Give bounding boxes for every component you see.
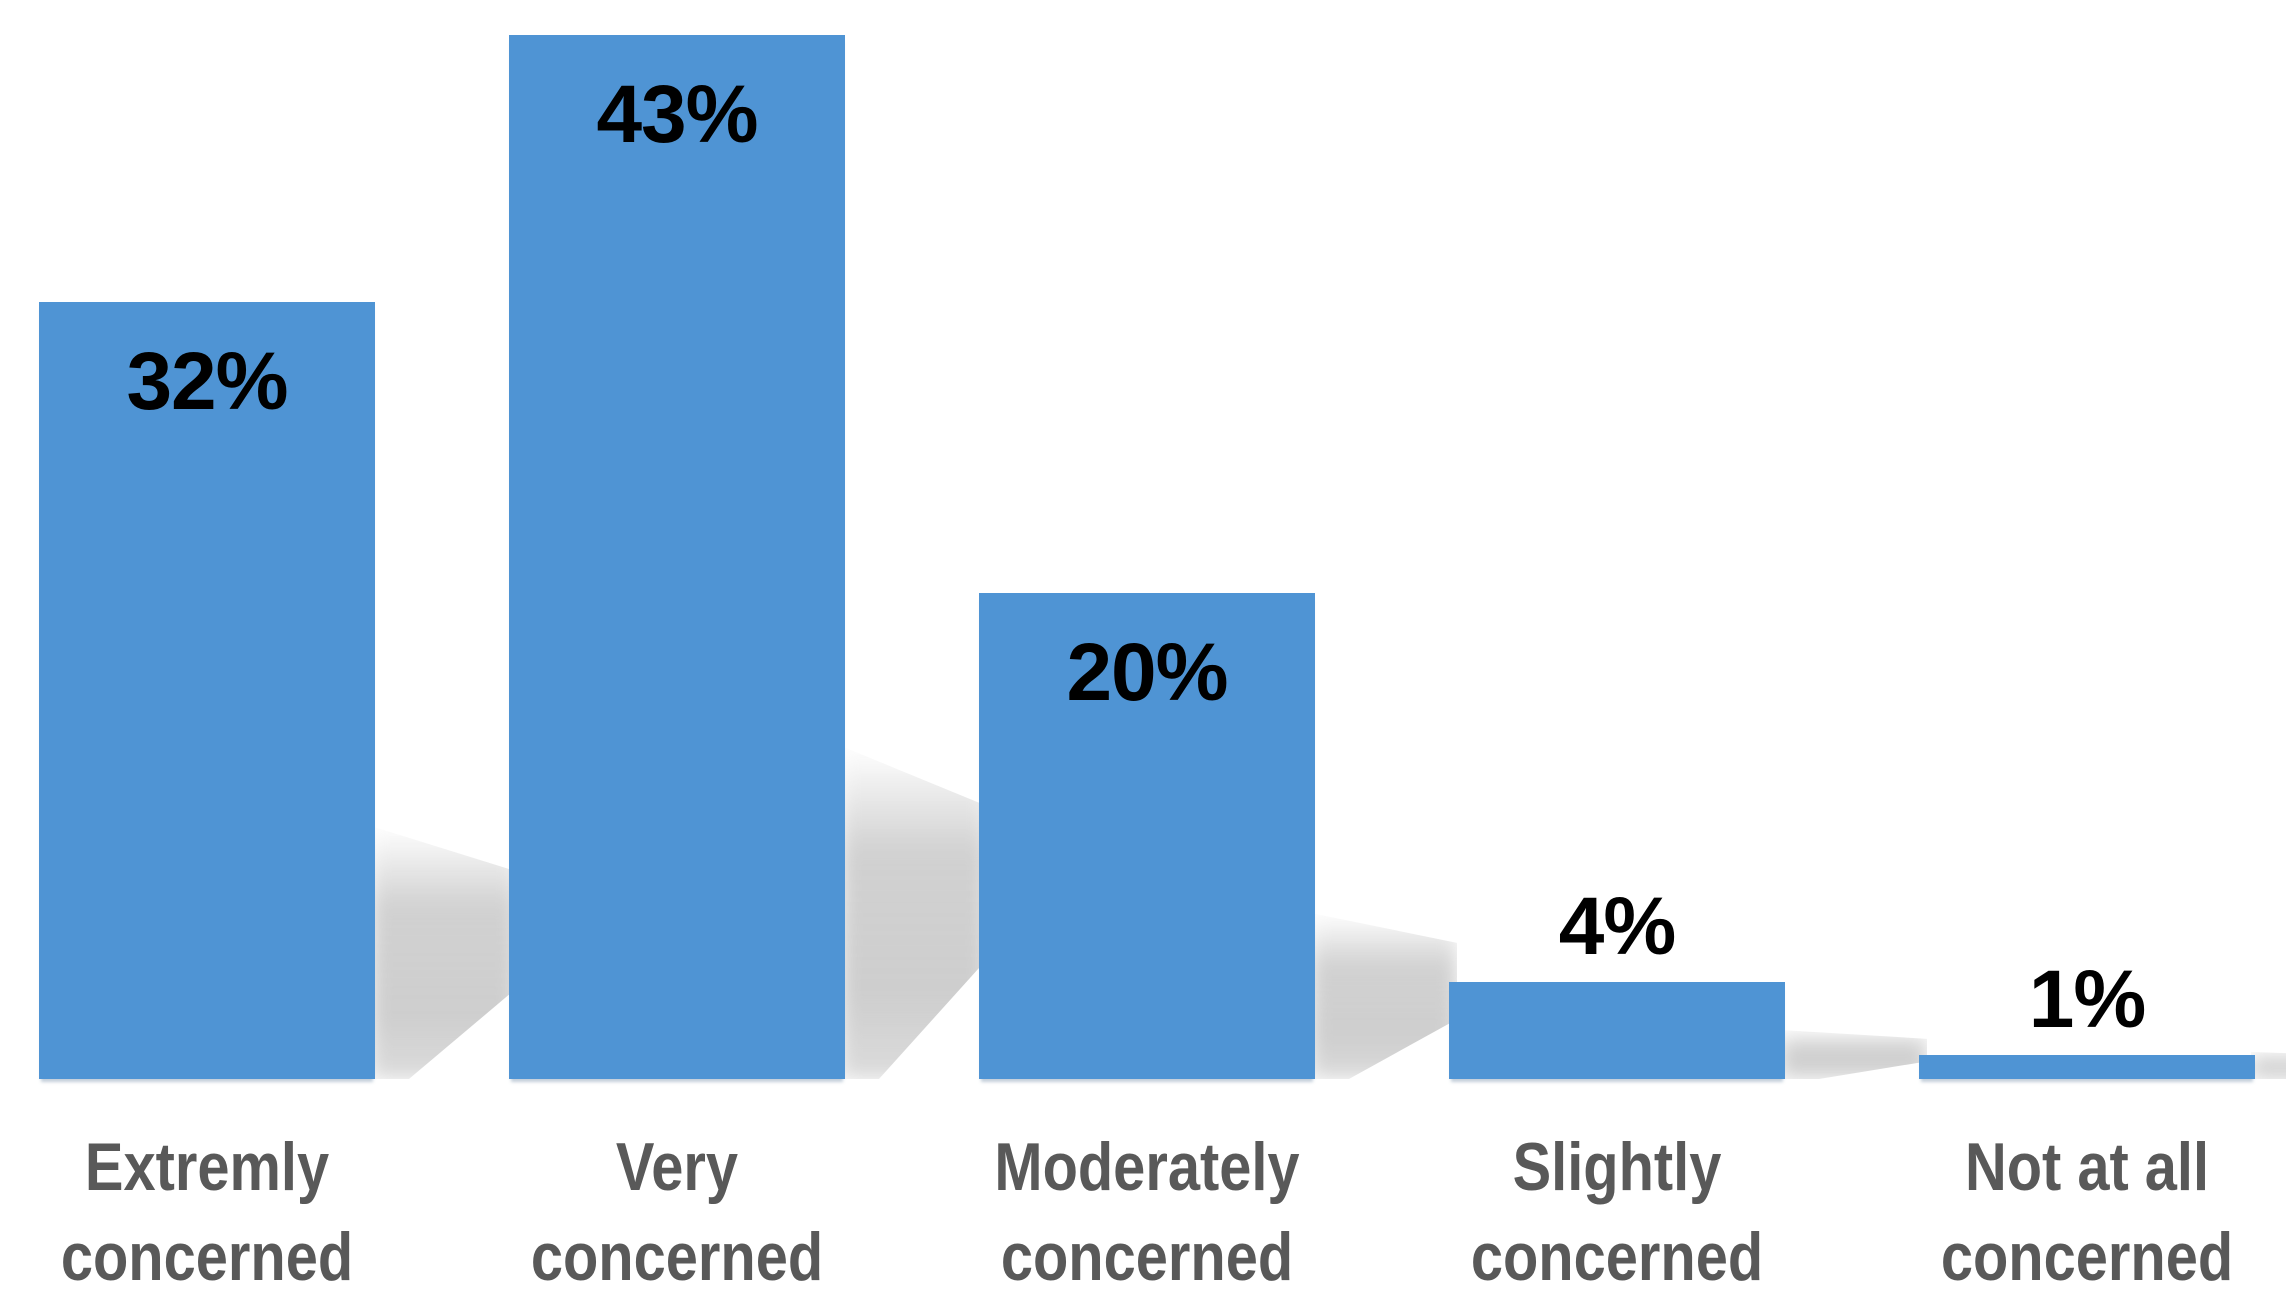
category-label-line: concerned <box>60 1219 354 1295</box>
bar-perspective-shadow <box>1781 1030 1927 1079</box>
bar-value-label: 43% <box>596 69 758 160</box>
category-label-line: Very <box>615 1129 739 1205</box>
category-label: Moderately concerned <box>947 1122 1347 1302</box>
bar-value-label: 1% <box>2028 954 2147 1045</box>
bar-perspective-shadow <box>841 746 987 1079</box>
category-label-line: Not at all <box>1964 1129 2210 1205</box>
category-label-line: Moderately <box>994 1129 1300 1205</box>
category-label: Slightly concerned <box>1417 1122 1817 1302</box>
category-label-line: Extremly <box>84 1129 330 1205</box>
bar-perspective-shadow <box>2251 1052 2286 1079</box>
category-label: Extremly concerned <box>7 1122 407 1302</box>
bar <box>1919 1055 2255 1079</box>
category-label-line: concerned <box>530 1219 824 1295</box>
bar-value-label: 20% <box>1066 627 1228 718</box>
bar <box>979 593 1315 1079</box>
bar <box>509 35 845 1079</box>
category-label-line: Slightly <box>1512 1129 1722 1205</box>
category-label-line: concerned <box>1000 1219 1294 1295</box>
bar-perspective-shadow <box>1311 913 1457 1079</box>
bar-value-label: 4% <box>1558 881 1677 972</box>
bar-value-label: 32% <box>126 336 288 427</box>
category-label-line: concerned <box>1470 1219 1764 1295</box>
bar-perspective-shadow <box>371 826 517 1079</box>
category-label-line: concerned <box>1940 1219 2234 1295</box>
category-label: Not at all concerned <box>1887 1122 2286 1302</box>
bar <box>39 302 375 1079</box>
category-label: Very concerned <box>477 1122 877 1302</box>
bar <box>1449 982 1785 1079</box>
